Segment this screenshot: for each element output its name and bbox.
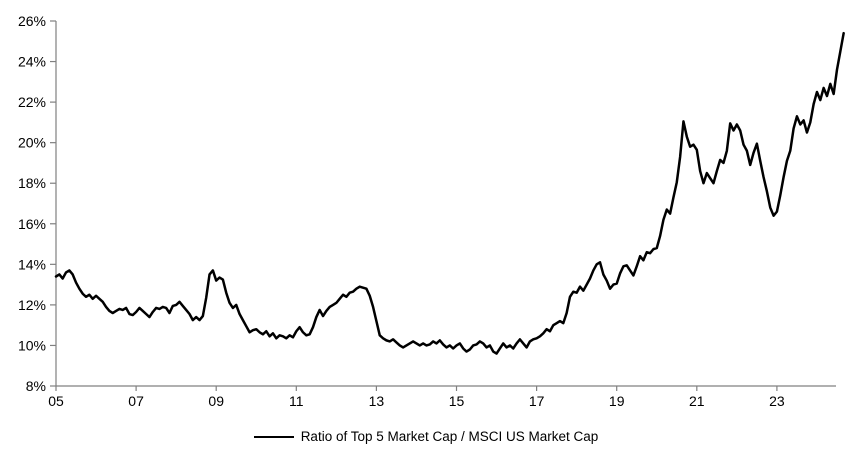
y-tick-label: 12% xyxy=(18,297,46,313)
legend-line-swatch xyxy=(253,435,294,438)
x-tick-label: 05 xyxy=(48,393,64,409)
legend: Ratio of Top 5 Market Cap / MSCI US Mark… xyxy=(0,429,852,444)
x-tick-label: 19 xyxy=(609,393,625,409)
y-tick-label: 8% xyxy=(26,378,46,394)
y-tick-label: 18% xyxy=(18,175,46,191)
x-tick-label: 17 xyxy=(529,393,545,409)
y-tick-label: 16% xyxy=(18,216,46,232)
y-tick-label: 22% xyxy=(18,94,46,110)
x-tick-label: 09 xyxy=(208,393,224,409)
x-tick-label: 13 xyxy=(369,393,385,409)
y-tick-label: 24% xyxy=(18,54,46,70)
x-tick-label: 21 xyxy=(689,393,705,409)
x-tick-label: 23 xyxy=(769,393,785,409)
y-tick-label: 26% xyxy=(18,13,46,29)
x-tick-label: 15 xyxy=(449,393,465,409)
ratio-series-line xyxy=(54,31,845,355)
legend-label: Ratio of Top 5 Market Cap / MSCI US Mark… xyxy=(300,429,599,444)
y-tick-label: 10% xyxy=(18,337,46,353)
x-tick-label: 07 xyxy=(128,393,144,409)
x-tick-label: 11 xyxy=(289,393,304,409)
y-tick-label: 14% xyxy=(18,256,46,272)
y-tick-label: 20% xyxy=(18,135,46,151)
